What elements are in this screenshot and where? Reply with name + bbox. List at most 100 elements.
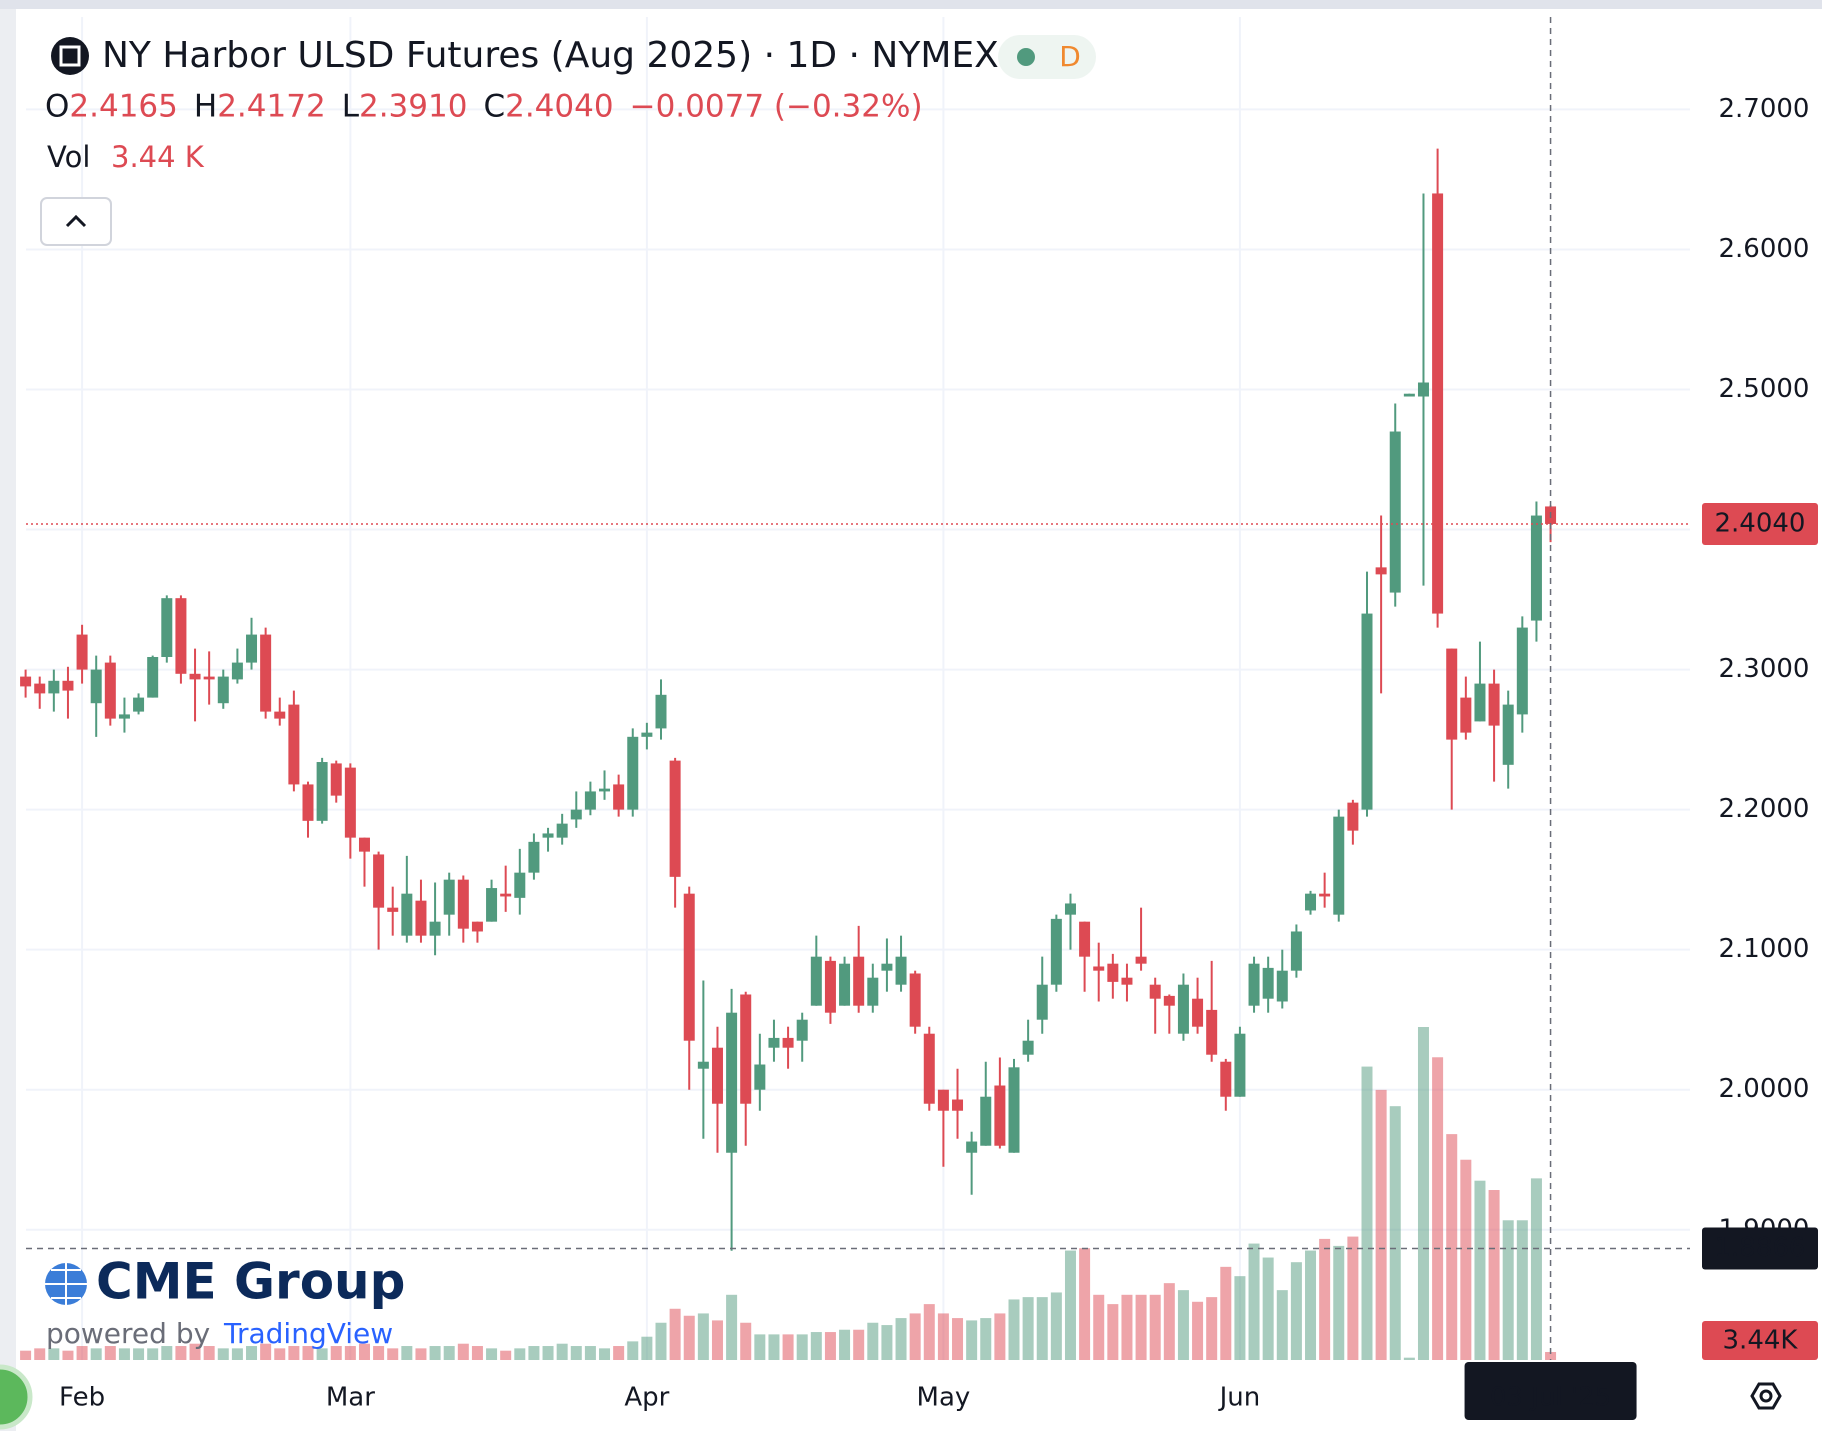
volume-bar <box>104 1346 116 1360</box>
candle-body <box>1206 1009 1218 1055</box>
vol-value: 3.44 K <box>111 140 205 174</box>
candle-body <box>175 598 187 674</box>
x-tick-label: Jun <box>1218 1383 1261 1413</box>
volume-bar <box>923 1304 935 1360</box>
volume-bar <box>1446 1134 1458 1360</box>
volume-bar <box>570 1346 582 1360</box>
volume-bar <box>796 1334 808 1360</box>
candle-body <box>1530 515 1542 621</box>
volume-bar <box>1333 1245 1345 1360</box>
crosshair-price-label: 1.8866 <box>1715 1233 1806 1263</box>
candle-body <box>1361 613 1373 810</box>
candle-body <box>1389 431 1401 593</box>
candle-body <box>1262 967 1274 999</box>
candle-body <box>655 694 667 729</box>
gear-center <box>1759 1389 1773 1403</box>
candle-body <box>895 956 907 985</box>
candle-body <box>1474 683 1486 722</box>
candle-body <box>1107 963 1119 982</box>
candle-body <box>669 760 681 877</box>
volume-bar <box>599 1348 611 1360</box>
candle-body <box>1149 984 1161 999</box>
volume-bar <box>1361 1066 1373 1360</box>
candle-body <box>937 1089 949 1111</box>
volume-bar <box>1488 1190 1500 1360</box>
volume-bar <box>260 1343 272 1360</box>
volume-bar <box>133 1348 145 1360</box>
candle-body <box>62 680 74 691</box>
candle-body <box>147 656 159 698</box>
volume-bar <box>909 1313 921 1360</box>
ohlc-legend: O 2.4165 H 2.4172 L 2.3910 C 2.4040 −0.0077 (−0.… <box>45 89 923 125</box>
volume-bar <box>429 1346 441 1360</box>
volume-bar <box>881 1325 893 1360</box>
candle-body <box>302 784 314 821</box>
volume-bar <box>1093 1294 1105 1360</box>
ohlc-field-value: 2.4172 <box>217 89 325 125</box>
volume-bar <box>161 1346 173 1360</box>
volume-bar <box>330 1346 342 1360</box>
candle-body <box>952 1099 964 1111</box>
corner-badge[interactable] <box>0 1364 33 1430</box>
candle-body <box>1036 984 1048 1020</box>
settings-gear[interactable] <box>1750 1382 1782 1410</box>
candle-body <box>443 879 455 915</box>
collapse-button[interactable] <box>40 197 112 246</box>
y-tick-label: 2.7000 <box>1719 94 1810 124</box>
volume-bar <box>1290 1262 1302 1360</box>
volume-bar <box>1262 1257 1274 1360</box>
volume-bar <box>655 1322 667 1360</box>
volume-bar <box>528 1346 540 1360</box>
volume-bar <box>1389 1106 1401 1360</box>
volume-bar <box>1107 1304 1119 1360</box>
candle-body <box>1502 704 1514 765</box>
x-tick-label: Mar <box>326 1383 375 1413</box>
volume-bar <box>471 1346 483 1360</box>
y-tick-label: 2.2000 <box>1719 794 1810 824</box>
volume-tag <box>1702 1321 1818 1360</box>
ohlc-field-label: H <box>194 89 217 125</box>
volume-bar <box>697 1313 709 1360</box>
ohlc-field-label: L <box>342 89 360 125</box>
candle-body <box>1121 977 1133 985</box>
volume-bar <box>1248 1243 1260 1360</box>
volume-bar <box>189 1343 201 1360</box>
candle-body <box>726 1012 738 1153</box>
volume-bar <box>457 1343 469 1360</box>
volume-bar <box>274 1348 286 1360</box>
candle-body <box>711 1047 723 1104</box>
candle-body <box>344 767 356 838</box>
volume-bar <box>1403 1357 1415 1360</box>
y-tick-label: 2.5000 <box>1719 374 1810 404</box>
volume-bar <box>1305 1250 1317 1360</box>
volume-tag-label: 3.44K <box>1723 1326 1799 1356</box>
candle-body <box>373 854 385 908</box>
ohlc-field-label: O <box>45 89 69 125</box>
volume-bar <box>500 1350 512 1360</box>
volume-bar <box>867 1322 879 1360</box>
volume-bar <box>1417 1027 1429 1360</box>
candle-body <box>810 956 822 1006</box>
volume-bar <box>768 1334 780 1360</box>
candle-body <box>1050 918 1062 985</box>
volume-bar <box>1319 1238 1331 1360</box>
volume-bar <box>966 1320 978 1360</box>
status-badge[interactable] <box>998 35 1096 79</box>
volume-bar <box>90 1348 102 1360</box>
volume-bar <box>895 1318 907 1360</box>
candle-body <box>1192 998 1204 1027</box>
volume-bar <box>613 1346 625 1360</box>
candle-body <box>542 833 554 838</box>
volume-bar <box>48 1348 60 1360</box>
candle-body <box>260 634 272 712</box>
candle-body <box>20 676 32 687</box>
volume-bar <box>1206 1297 1218 1360</box>
volume-bar <box>1163 1283 1175 1360</box>
y-tick-label: 2.3000 <box>1719 654 1810 684</box>
volume-bar <box>1347 1236 1359 1360</box>
platform-name[interactable]: TradingView <box>223 1317 393 1350</box>
volume-bar <box>217 1348 229 1360</box>
candle-body <box>217 676 229 704</box>
candle-body <box>358 837 370 852</box>
volume-bar <box>937 1313 949 1360</box>
